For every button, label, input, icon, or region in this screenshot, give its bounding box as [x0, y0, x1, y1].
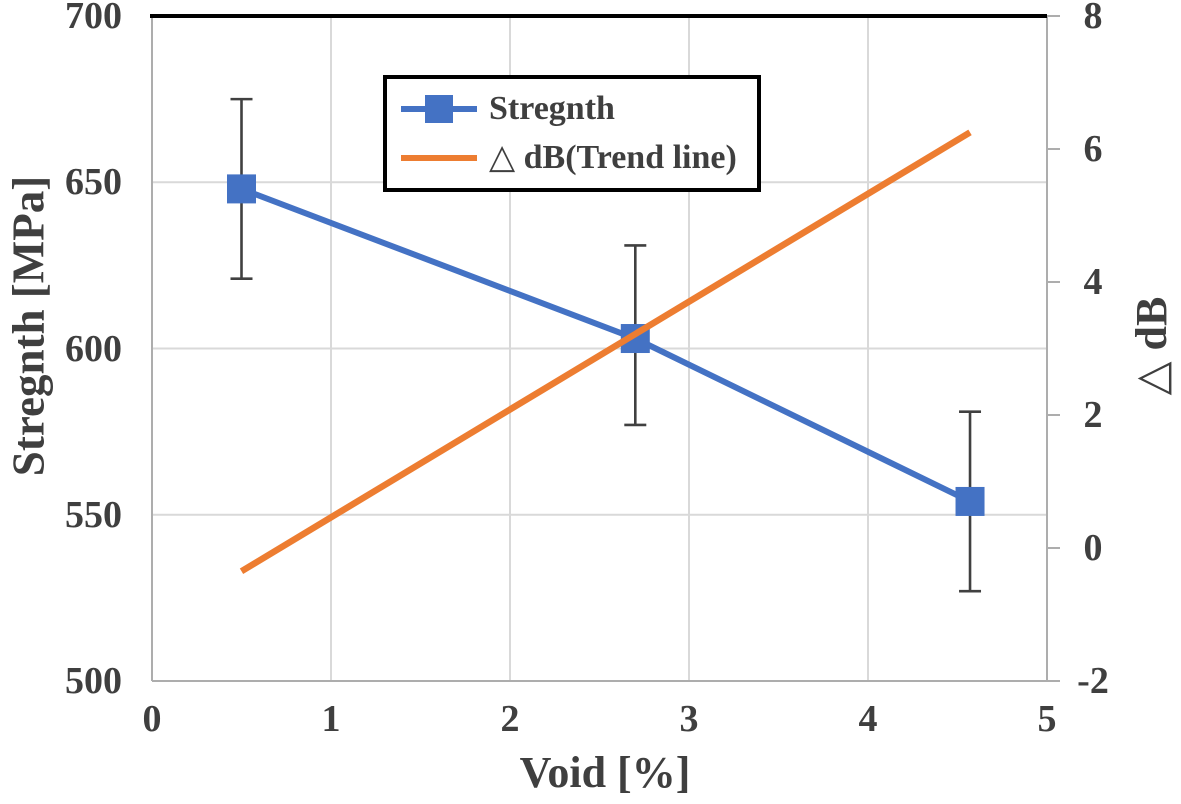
legend-label-strength: Stregnth — [489, 90, 615, 128]
strength-line — [240, 186, 972, 505]
legend: Stregnth △ dB(Trend line) — [383, 75, 761, 192]
trend-line — [239, 129, 972, 575]
strength-marker-2 — [955, 486, 985, 516]
y-axis-left-title: Stregnth [MPa] — [3, 175, 54, 477]
trend-line-series-icon — [401, 154, 477, 161]
strength-series-icon — [401, 95, 477, 124]
x-axis-title: Void [%] — [519, 748, 691, 797]
legend-item-strength: Stregnth — [401, 91, 757, 127]
strength-marker-0 — [227, 174, 256, 204]
legend-label-trend-line: △ dB(Trend line) — [489, 138, 737, 176]
legend-item-trend-line: △ dB(Trend line) — [401, 138, 757, 176]
y-axis-right-title: △ dB — [1127, 296, 1176, 396]
